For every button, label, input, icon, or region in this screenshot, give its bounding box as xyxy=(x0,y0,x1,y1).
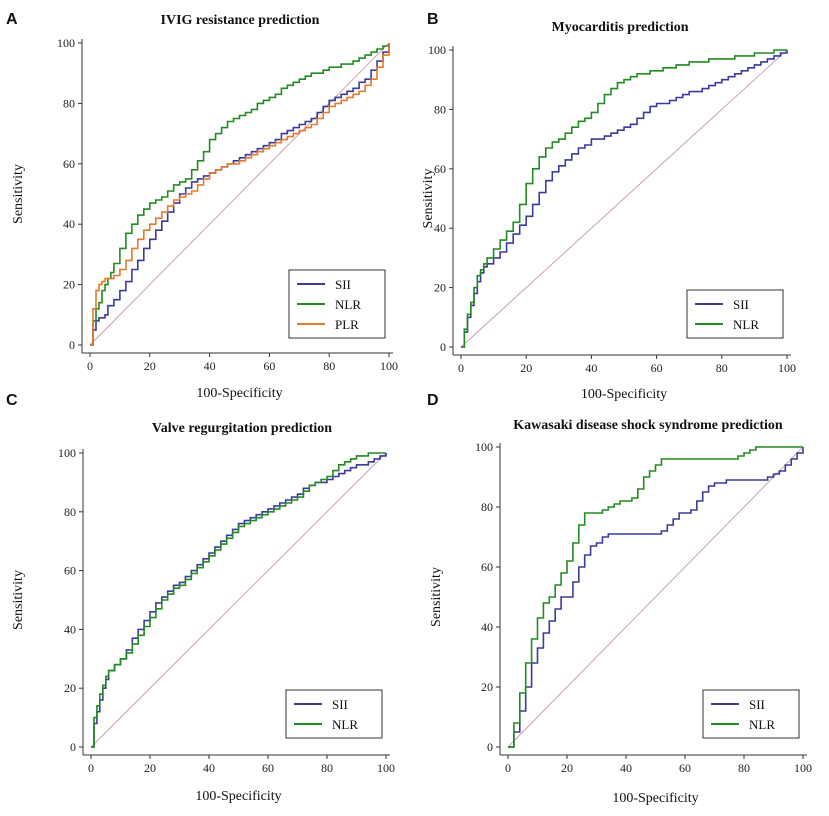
y-tick-label: 100 xyxy=(58,446,76,460)
panel-letter: A xyxy=(6,11,18,28)
x-tick-label: 60 xyxy=(262,761,274,775)
roc-curve-sii xyxy=(508,447,804,748)
legend xyxy=(702,689,800,739)
y-axis-title: Sensitivity xyxy=(429,567,444,627)
y-tick-label: 60 xyxy=(481,560,493,574)
y-tick-label: 20 xyxy=(64,681,76,695)
y-tick-label: 100 xyxy=(428,43,446,57)
panel-a-ivig-resistance: A IVIG resistance prediction 00 20 20 40 40 60 6… xyxy=(6,11,398,401)
y-axis-title: Sensitivity xyxy=(421,169,436,229)
legend-label-sii: SII xyxy=(335,277,351,292)
x-tick-label: 100 xyxy=(377,761,395,775)
reference-diagonal xyxy=(460,49,788,348)
reference-diagonal xyxy=(507,446,804,748)
legend-label-sii: SII xyxy=(332,697,348,712)
panel-letter: B xyxy=(427,11,439,28)
legend-label-sii: SII xyxy=(749,697,765,712)
x-axis-title: 100-Specificity xyxy=(581,387,667,402)
x-tick-label: 60 xyxy=(651,361,663,375)
x-tick-label: 20 xyxy=(144,359,156,373)
legend xyxy=(285,689,383,739)
y-tick-label: 20 xyxy=(434,281,446,295)
x-tick-label: 80 xyxy=(321,761,333,775)
x-tick-label: 0 xyxy=(505,761,511,775)
y-tick-label: 80 xyxy=(434,102,446,116)
x-tick-label: 40 xyxy=(620,761,632,775)
roc-curve-nlr xyxy=(461,49,787,348)
legend-label-plr: PLR xyxy=(335,317,359,332)
x-tick-label: 0 xyxy=(88,761,94,775)
y-tick-label: 20 xyxy=(63,278,75,292)
x-tick-label: 100 xyxy=(794,761,812,775)
roc-curve-nlr xyxy=(508,446,803,748)
y-tick-label: 0 xyxy=(69,338,75,352)
panel-letter: C xyxy=(6,392,18,409)
y-tick-label: 100 xyxy=(57,36,75,50)
y-tick-label: 40 xyxy=(64,622,76,636)
x-tick-label: 20 xyxy=(561,761,573,775)
x-tick-label: 20 xyxy=(520,361,532,375)
y-tick-label: 60 xyxy=(434,162,446,176)
legend-label-sii: SII xyxy=(733,297,749,312)
y-tick-label: 80 xyxy=(481,500,493,514)
x-tick-label: 100 xyxy=(380,359,398,373)
y-tick-label: 0 xyxy=(70,740,76,754)
x-tick-label: 60 xyxy=(263,359,275,373)
y-axis-title: Sensitivity xyxy=(11,570,26,630)
panel-d-kawasaki-shock: D Kawasaki disease shock syndrome predict… xyxy=(427,392,812,806)
roc-curve-sii xyxy=(90,43,390,346)
y-axis-title: Sensitivity xyxy=(11,164,26,224)
x-tick-label: 80 xyxy=(323,359,335,373)
y-tick-label: 40 xyxy=(63,217,75,231)
chart-title: Myocarditis prediction xyxy=(551,20,688,35)
roc-curve-plr xyxy=(90,43,390,346)
y-tick-label: 0 xyxy=(487,740,493,754)
x-tick-label: 40 xyxy=(585,361,597,375)
reference-diagonal xyxy=(89,42,390,346)
x-tick-label: 40 xyxy=(203,761,215,775)
x-axis-title: 100-Specificity xyxy=(195,789,281,804)
y-tick-label: 60 xyxy=(63,157,75,171)
roc-curve-nlr xyxy=(90,43,390,346)
reference-diagonal xyxy=(90,452,387,748)
legend-label-nlr: NLR xyxy=(332,717,358,732)
y-tick-label: 40 xyxy=(434,221,446,235)
x-axis-title: 100-Specificity xyxy=(612,791,698,806)
roc-curve-sii xyxy=(461,50,788,348)
x-tick-label: 0 xyxy=(458,361,464,375)
panel-c-valve-regurgitation: C Valve regurgitation prediction 00 20 20 40 4… xyxy=(6,392,395,804)
y-tick-label: 0 xyxy=(440,340,446,354)
chart-title: IVIG resistance prediction xyxy=(161,13,320,28)
legend-label-nlr: NLR xyxy=(749,717,775,732)
y-tick-label: 20 xyxy=(481,680,493,694)
roc-curve-nlr xyxy=(91,452,386,748)
y-tick-label: 100 xyxy=(475,440,493,454)
chart-title: Valve regurgitation prediction xyxy=(152,421,332,436)
legend xyxy=(288,269,386,339)
x-axis-title: 100-Specificity xyxy=(196,386,282,401)
x-tick-label: 20 xyxy=(144,761,156,775)
y-tick-label: 40 xyxy=(481,620,493,634)
x-tick-label: 40 xyxy=(204,359,216,373)
legend xyxy=(686,289,784,339)
x-tick-label: 80 xyxy=(716,361,728,375)
x-tick-label: 60 xyxy=(679,761,691,775)
x-tick-label: 100 xyxy=(778,361,796,375)
panel-letter: D xyxy=(427,392,439,409)
panel-b-myocarditis: B Myocarditis prediction 00 20 20 40 40 60 60 80 8… xyxy=(421,11,796,402)
x-tick-label: 80 xyxy=(738,761,750,775)
y-tick-label: 80 xyxy=(64,505,76,519)
legend-label-nlr: NLR xyxy=(335,297,361,312)
chart-title: Kawasaki disease shock syndrome predicti… xyxy=(513,418,783,433)
legend-label-nlr: NLR xyxy=(733,317,759,332)
y-tick-label: 60 xyxy=(64,564,76,578)
y-tick-label: 80 xyxy=(63,96,75,110)
x-tick-label: 0 xyxy=(87,359,93,373)
